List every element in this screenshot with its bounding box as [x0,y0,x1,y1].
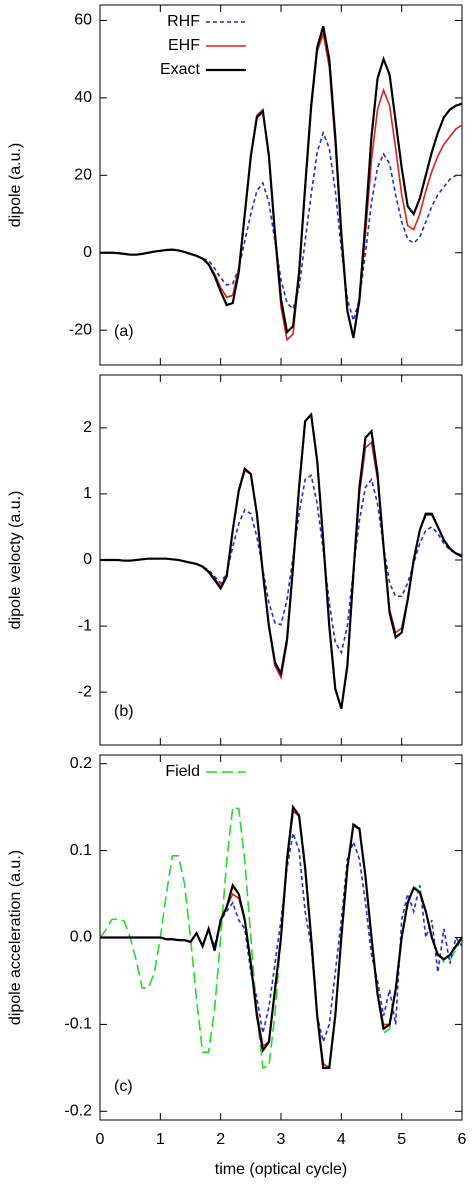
plot-frame [99,374,463,746]
y-tick-label: 20 [74,167,92,184]
y-tick-label: -20 [69,321,92,338]
series-line [100,474,463,655]
y-tick-label: -0.2 [64,1103,92,1120]
x-tick-label: 1 [156,1131,165,1148]
x-axis-label: time (optical cycle) [215,1161,347,1178]
y-tick-label: -0.1 [64,1016,92,1033]
legend-label: Exact [160,61,201,78]
y-tick-label: 40 [74,89,92,106]
y-tick-label: 0.0 [70,929,92,946]
y-tick-label: 0.1 [70,842,92,859]
legend-label: EHF [168,37,200,54]
legend-label: Field [165,763,200,780]
series-line [100,412,463,709]
y-tick-label: 0 [83,551,92,568]
series-line [100,130,462,324]
panel-label: (a) [114,323,134,340]
y-axis-label: dipole (a.u.) [7,143,24,228]
series-line [100,25,463,339]
y-axis-label: dipole velocty (a.u.) [7,491,24,630]
y-tick-label: 2 [83,419,92,436]
x-tick-label: 2 [216,1131,225,1148]
y-tick-label: 1 [83,485,92,502]
y-axis-label: dipole acceleration (a.u.) [7,850,24,1025]
x-tick-label: 5 [397,1131,406,1148]
y-tick-label: -2 [78,683,92,700]
panel-label: (c) [114,1078,133,1095]
x-tick-label: 4 [337,1131,346,1148]
y-tick-label: 0.2 [70,755,92,772]
x-tick-label: 6 [458,1131,467,1148]
series-line [100,830,463,1045]
legend-label: RHF [167,13,200,30]
y-tick-label: 0 [83,244,92,261]
x-tick-label: 0 [96,1131,105,1148]
series-line [100,804,463,1069]
y-tick-label: 60 [74,12,92,29]
panel-label: (b) [114,703,134,720]
series-line [100,412,463,709]
y-tick-label: -1 [78,617,92,634]
x-tick-label: 3 [277,1131,286,1148]
